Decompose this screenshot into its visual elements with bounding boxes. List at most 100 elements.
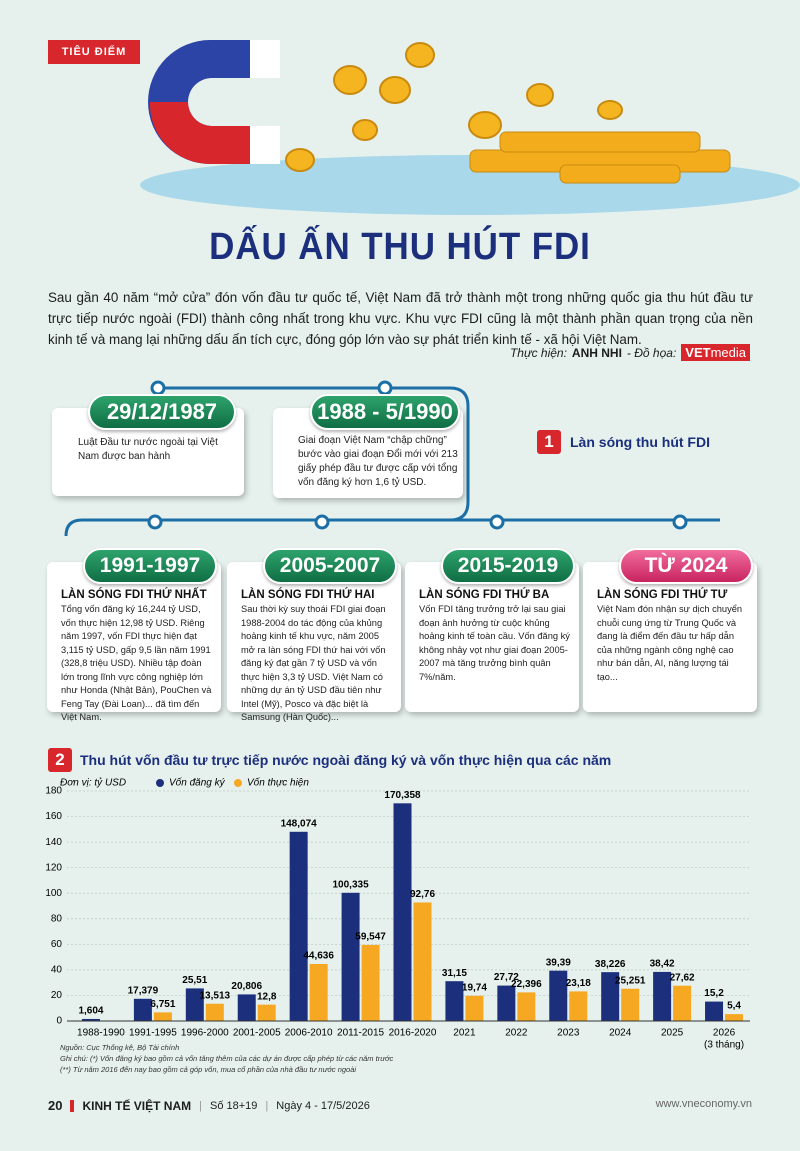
milestone-date: 1988 - 5/1990 <box>310 394 460 430</box>
website: www.vneconomy.vn <box>655 1098 752 1110</box>
bar <box>185 988 204 1021</box>
bar <box>413 902 432 1021</box>
header-illustration <box>140 40 800 215</box>
wave-card <box>227 562 401 712</box>
graphics-label: - Đồ họa: <box>626 345 677 360</box>
x-tick-label: 2006-2010 <box>285 1028 333 1039</box>
note: (**) Từ năm 2016 đến nay bao gồm cả góp … <box>60 1065 357 1074</box>
source: Nguồn: Cục Thống kê, Bộ Tài chính <box>60 1043 180 1052</box>
note: Ghi chú: (*) Vốn đăng ký bao gồm cả vốn … <box>60 1054 394 1063</box>
footer: 20 KINH TẾ VIỆT NAM | Số 18+19 | Ngày 4 … <box>48 1098 370 1113</box>
unit-label: Đơn vị: tỷ USD <box>60 777 126 789</box>
x-tick-note: (3 tháng) <box>704 1040 744 1051</box>
milestone-date: 29/12/1987 <box>88 394 236 430</box>
bar <box>361 944 380 1021</box>
x-tick-label: 2016-2020 <box>389 1028 437 1039</box>
x-tick-label: 2023 <box>557 1028 580 1039</box>
wave-name: LÀN SÓNG FDI THỨ TƯ <box>597 589 728 601</box>
chart: Đơn vị: tỷ USD Vốn đăng ký Vốn thực hiện 0 2… <box>45 777 750 1051</box>
x-tick-label: 2001-2005 <box>233 1028 281 1039</box>
section-title: Làn sóng thu hút FDI <box>570 434 710 450</box>
legend-label: Vốn thực hiện <box>247 777 309 789</box>
wave-name: LÀN SÓNG FDI THỨ NHẤT <box>61 589 207 601</box>
page-number: 20 <box>48 1098 63 1113</box>
date: Ngày 4 - 17/5/2026 <box>276 1099 370 1112</box>
bar <box>705 1001 724 1021</box>
value-label: 13,513 <box>200 990 231 1001</box>
bar <box>549 970 568 1021</box>
value-label: 5,4 <box>727 1001 741 1012</box>
y-tick-label: 80 <box>51 913 63 924</box>
x-tick-label: 2026 <box>713 1028 736 1039</box>
bar <box>445 981 464 1021</box>
bar <box>309 963 328 1021</box>
value-label: 170,358 <box>384 790 421 801</box>
y-tick-label: 140 <box>45 837 62 848</box>
bar <box>497 985 516 1021</box>
section-number: 1 <box>537 430 561 454</box>
wave-period: 1991-1997 <box>83 548 217 584</box>
value-label: 17,379 <box>128 985 159 996</box>
y-tick-label: 40 <box>51 965 63 976</box>
intro: Sau gần 40 năm “mở cửa” đón vốn đầu tư q… <box>48 290 753 347</box>
value-label: 6,751 <box>150 999 175 1010</box>
wave-period: TỪ 2024 <box>619 548 753 584</box>
y-tick-label: 120 <box>45 862 62 873</box>
wave-text: Tổng vốn đăng ký 16,244 tỷ USD, vốn thực… <box>61 604 212 722</box>
y-tick-label: 100 <box>45 888 62 899</box>
x-tick-label: 1996-2000 <box>181 1028 229 1039</box>
wave-name: LÀN SÓNG FDI THỨ HAI <box>241 589 375 601</box>
section-number: 2 <box>48 748 72 772</box>
y-tick-label: 180 <box>45 786 62 797</box>
value-label: 59,547 <box>355 932 386 943</box>
wave-card <box>583 562 757 712</box>
milestone-text: Giai đoạn Việt Nam “chập chững” bước vào… <box>298 435 458 488</box>
bar <box>257 1004 276 1021</box>
credit-label: Thực hiện: <box>509 345 567 360</box>
bar <box>393 803 412 1021</box>
bar <box>237 994 256 1021</box>
x-tick-label: 2022 <box>505 1028 528 1039</box>
bar <box>341 892 360 1021</box>
value-label: 22,396 <box>511 979 542 990</box>
x-tick-label: 1988-1990 <box>77 1028 125 1039</box>
bar <box>289 831 308 1021</box>
author: ANH NHI <box>571 345 622 360</box>
wave-text: Việt Nam đón nhận sự dịch chuyển chuỗi c… <box>597 604 743 682</box>
value-label: 15,2 <box>704 988 724 999</box>
value-label: 23,18 <box>566 978 591 989</box>
bar <box>153 1012 172 1021</box>
bar <box>621 988 640 1021</box>
section-tag: TIÊU ĐIỂM <box>48 40 140 64</box>
bar <box>133 998 152 1021</box>
x-tick-label: 1991-1995 <box>129 1028 177 1039</box>
value-label: 25,251 <box>615 975 646 986</box>
logo: VETmedia <box>681 344 750 361</box>
bar <box>205 1003 224 1021</box>
milestone-text: Luật Đầu tư nước ngoài tại Việt Nam được… <box>78 437 218 462</box>
logo-a: VET <box>685 345 711 360</box>
y-tick-label: 20 <box>51 990 63 1001</box>
value-label: 31,15 <box>442 968 467 979</box>
chart-title: Thu hút vốn đầu tư trực tiếp nước ngoài … <box>80 752 612 768</box>
value-label: 12,8 <box>257 991 277 1002</box>
page-title: DẤU ẤN THU HÚT FDI <box>209 226 591 268</box>
wave-text: Vốn FDI tăng trưởng trở lại sau giai đoạ… <box>419 604 570 682</box>
magazine: KINH TẾ VIỆT NAM <box>82 1098 192 1113</box>
value-label: 148,074 <box>281 818 318 829</box>
chart-notes: Nguồn: Cục Thống kê, Bộ Tài chính Ghi ch… <box>60 1042 393 1075</box>
value-label: 1,604 <box>78 1006 103 1017</box>
value-label: 27,72 <box>494 972 519 983</box>
y-tick-label: 160 <box>45 811 62 822</box>
wave-body: LÀN SÓNG FDI THỨ TƯ Việt Nam đón nhận sự … <box>597 589 749 684</box>
wave-body: LÀN SÓNG FDI THỨ BA Vốn FDI tăng trưởng t… <box>419 589 571 684</box>
x-tick-label: 2011-2015 <box>337 1028 385 1039</box>
bar <box>569 991 588 1021</box>
value-label: 38,42 <box>650 959 675 970</box>
value-label: 25,51 <box>182 975 207 986</box>
bar <box>465 995 484 1021</box>
bar <box>673 985 692 1021</box>
legend-marker <box>234 779 242 787</box>
bar <box>725 1014 744 1021</box>
